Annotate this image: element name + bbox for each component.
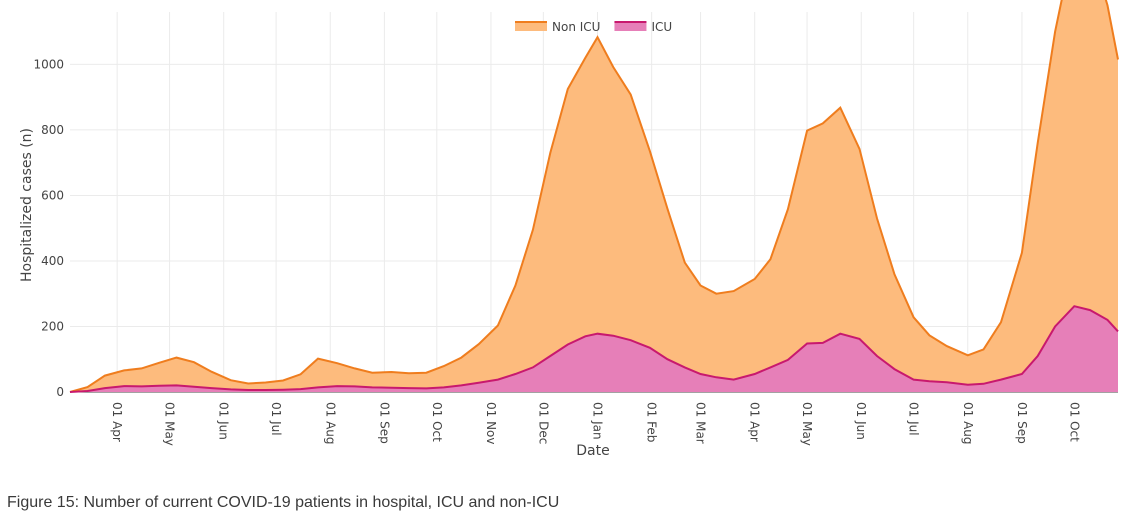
- x-tick-label: 01 Aug: [961, 402, 975, 445]
- x-axis-title: Date: [576, 443, 609, 459]
- x-tick-label: 01 Feb: [645, 402, 659, 442]
- y-tick-label: 600: [41, 188, 64, 202]
- x-tick-label: 01 Dec: [536, 402, 550, 444]
- legend-swatch: [515, 22, 547, 31]
- x-tick-label: 01 Oct: [1067, 402, 1081, 442]
- y-axis-title: Hospitalized cases (n): [19, 128, 35, 282]
- x-tick-label: 01 Jan: [590, 402, 604, 440]
- x-tick-label: 01 Jun: [217, 402, 231, 440]
- legend-label: Non ICU: [552, 20, 600, 34]
- x-tick-label: 01 Jul: [269, 402, 283, 436]
- legend-swatch: [614, 22, 647, 31]
- figure-caption: Figure 15: Number of current COVID-19 pa…: [7, 494, 560, 511]
- x-tick-label: 01 Apr: [110, 402, 124, 442]
- y-tick-label: 400: [41, 254, 64, 268]
- x-tick-label: 01 Oct: [430, 402, 444, 442]
- x-tick-label: 01 Aug: [323, 402, 337, 445]
- legend: Non ICU ICU: [515, 20, 672, 34]
- plot-area: [69, 0, 1119, 393]
- x-tick-label: 01 May: [163, 402, 177, 446]
- x-tick-label: 01 Jul: [907, 402, 921, 436]
- y-tick-label: 800: [41, 123, 64, 137]
- non-icu-area: [70, 0, 1118, 392]
- icu-line: [69, 305, 1119, 393]
- x-tick-label: 01 Mar: [694, 402, 708, 444]
- x-tick-label: 01 Jun: [854, 402, 868, 440]
- y-tick-label: 200: [41, 319, 64, 333]
- x-tick-label: 01 May: [800, 402, 814, 446]
- x-tick-label: 01 Sep: [1015, 402, 1029, 444]
- y-tick-label: 0: [56, 385, 64, 399]
- x-tick-label: 01 Apr: [748, 402, 762, 442]
- x-axis-ticks: 01 Apr 01 May 01 Jun 01 Jul 01 Aug 01 Sep 01 O…: [110, 402, 1081, 446]
- legend-label: ICU: [651, 20, 672, 34]
- x-tick-label: 01 Sep: [377, 402, 391, 444]
- non-icu-line: [69, 0, 1119, 393]
- y-axis-ticks: 0 200 400 600 800 1000: [33, 57, 64, 399]
- x-tick-label: 01 Nov: [484, 402, 498, 445]
- icu-area: [70, 306, 1118, 392]
- y-tick-label: 1000: [33, 57, 64, 71]
